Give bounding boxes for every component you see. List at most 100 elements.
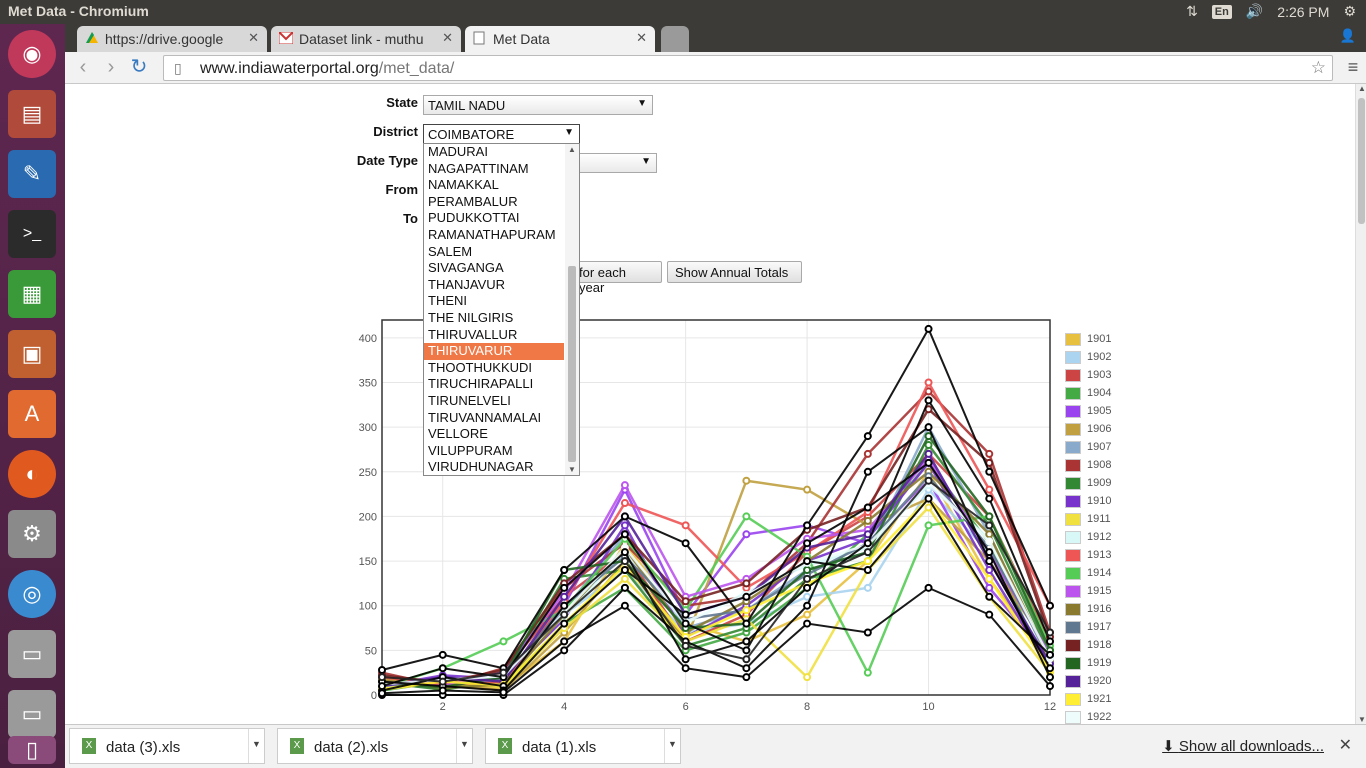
network-icon[interactable]: ⇅ xyxy=(1186,3,1198,19)
dropdown-option[interactable]: TIRUNELVELI xyxy=(428,392,511,408)
dropdown-scroll-thumb[interactable] xyxy=(568,266,576,462)
drive-icon[interactable]: ▭ xyxy=(8,630,56,678)
files-icon[interactable]: ▤ xyxy=(8,90,56,138)
trash-icon[interactable]: ▯ xyxy=(8,736,56,764)
volume-icon[interactable]: 🔊 xyxy=(1245,3,1264,19)
dropdown-option[interactable]: THE NILGIRIS xyxy=(428,309,514,325)
overlay-series-point xyxy=(560,619,569,628)
clock[interactable]: 2:26 PM xyxy=(1277,3,1330,20)
legend-item: 1918 xyxy=(1065,636,1111,654)
system-top-panel: Met Data - Chromium ⇅ En 🔊 2:26 PM ⚙ xyxy=(0,0,1366,24)
firefox-icon[interactable]: ◐ xyxy=(8,450,56,498)
drive-icon-2[interactable]: ▭ xyxy=(8,690,56,738)
page-scroll-thumb[interactable] xyxy=(1358,98,1365,224)
legend-label: 1918 xyxy=(1087,639,1112,651)
system-settings-icon[interactable]: ⚙ xyxy=(8,510,56,558)
software-center-icon[interactable]: A xyxy=(8,390,56,438)
chevron-down-icon[interactable]: ▼ xyxy=(456,729,472,763)
writer-icon[interactable]: ✎ xyxy=(8,150,56,198)
address-bar[interactable]: ▯ www.indiawaterportal.org/met_data/ ☆ xyxy=(163,55,1333,81)
close-icon[interactable]: ✕ xyxy=(248,30,259,45)
reload-icon[interactable]: ↻ xyxy=(130,56,148,78)
dropdown-option[interactable]: THIRUVARUR xyxy=(424,343,564,360)
forward-icon[interactable]: › xyxy=(107,56,115,78)
dropdown-option[interactable]: SIVAGANGA xyxy=(428,260,504,276)
overlay-series-point xyxy=(742,664,751,673)
chevron-down-icon[interactable]: ▼ xyxy=(664,729,680,763)
show-all-downloads-link[interactable]: ⬇ Show all downloads... xyxy=(1162,738,1324,755)
gear-icon[interactable]: ⚙ xyxy=(1343,3,1356,19)
back-icon[interactable]: ‹ xyxy=(79,56,87,78)
scroll-down-icon[interactable]: ▼ xyxy=(1358,715,1366,724)
dropdown-option[interactable]: VILUPPURAM xyxy=(428,442,513,458)
tab-label: Dataset link - muthu xyxy=(299,31,424,47)
show-annual-totals-button[interactable]: Show Annual Totals xyxy=(667,261,802,283)
dropdown-option[interactable]: NAGAPATTINAM xyxy=(428,160,529,176)
district-dropdown-list[interactable]: ▲ ▼ MADURAI NAGAPATTINAM NAMAKKAL PERAMBALU… xyxy=(423,143,580,476)
show-each-year-button[interactable]: for each year xyxy=(570,261,662,295)
dropdown-option[interactable]: NAMAKKAL xyxy=(428,177,499,193)
new-tab-button[interactable] xyxy=(661,26,689,52)
from-label: From xyxy=(385,182,419,197)
tab-gmail[interactable]: Dataset link - muthu ✕ xyxy=(271,26,461,52)
download-item[interactable]: X data (2).xls ▼ xyxy=(277,728,473,764)
dropdown-option[interactable]: MADURAI xyxy=(428,144,488,159)
overlay-series-point xyxy=(742,637,751,646)
tab-met-data[interactable]: Met Data ✕ xyxy=(465,26,655,52)
terminal-icon[interactable]: >_ xyxy=(8,210,56,258)
legend-item: 1914 xyxy=(1065,564,1111,582)
overlay-series-line xyxy=(381,586,1051,695)
ubuntu-dash-icon[interactable]: ◉ xyxy=(8,30,56,78)
dropdown-option[interactable]: PERAMBALUR xyxy=(428,193,518,209)
dropdown-option[interactable]: TIRUVANNAMALAI xyxy=(428,409,542,425)
user-icon[interactable]: 👤 xyxy=(1339,28,1356,43)
impress-icon[interactable]: ▣ xyxy=(8,330,56,378)
download-item[interactable]: X data (1).xls ▼ xyxy=(485,728,681,764)
dropdown-option[interactable]: PUDUKKOTTAI xyxy=(428,210,520,226)
chevron-down-icon[interactable]: ▼ xyxy=(248,729,264,763)
legend-item: 1902 xyxy=(1065,348,1111,366)
close-icon[interactable]: ✕ xyxy=(1338,737,1352,754)
star-icon[interactable]: ☆ xyxy=(1310,58,1326,77)
tab-drive[interactable]: https://drive.google ✕ xyxy=(77,26,267,52)
menu-icon[interactable]: ≡ xyxy=(1347,57,1359,77)
legend-swatch xyxy=(1065,710,1081,724)
legend-label: 1906 xyxy=(1087,423,1112,435)
chromium-icon[interactable]: ◎ xyxy=(8,570,56,618)
dropdown-option[interactable]: SALEM xyxy=(428,243,473,259)
overlay-series-point xyxy=(681,619,690,628)
dropdown-option[interactable]: TIRUCHIRAPALLI xyxy=(428,376,534,392)
overlay-series-point xyxy=(620,548,629,557)
download-item[interactable]: X data (3).xls ▼ xyxy=(69,728,265,764)
scroll-down-icon[interactable]: ▼ xyxy=(568,465,576,474)
downloads-bar: X data (3).xls ▼ X data (2).xls ▼ X data… xyxy=(65,724,1366,768)
series-point xyxy=(924,449,933,458)
close-icon[interactable]: ✕ xyxy=(442,30,453,45)
district-select[interactable]: COIMBATORE ▼ xyxy=(423,124,580,144)
dropdown-option[interactable]: RAMANATHAPURAM xyxy=(428,226,556,242)
dropdown-option[interactable]: THOOTHUKKUDI xyxy=(428,359,532,375)
series-point xyxy=(985,530,994,539)
calc-icon[interactable]: ▦ xyxy=(8,270,56,318)
dropdown-option[interactable]: VELLORE xyxy=(428,426,488,442)
dropdown-option[interactable]: THANJAVUR xyxy=(428,276,506,292)
state-select[interactable]: TAMIL NADU ▼ xyxy=(423,95,653,115)
legend-item: 1919 xyxy=(1065,654,1111,672)
date-type-select[interactable]: ▼ xyxy=(575,153,657,173)
dropdown-option[interactable]: THIRUVALLUR xyxy=(428,326,518,342)
scroll-up-icon[interactable]: ▲ xyxy=(1358,84,1366,93)
close-icon[interactable]: ✕ xyxy=(636,30,647,45)
overlay-series-point xyxy=(863,566,872,574)
dropdown-scrollbar[interactable]: ▲ ▼ xyxy=(565,144,579,475)
keyboard-layout-indicator[interactable]: En xyxy=(1211,4,1232,19)
y-tick-label: 400 xyxy=(359,333,377,345)
scroll-up-icon[interactable]: ▲ xyxy=(568,145,576,154)
overlay-series-point xyxy=(742,592,751,601)
overlay-series-point xyxy=(803,583,812,592)
page-scrollbar[interactable]: ▲ ▼ xyxy=(1355,84,1366,724)
dropdown-option[interactable]: THENI xyxy=(428,293,467,309)
dropdown-option[interactable]: VIRUDHUNAGAR xyxy=(428,459,534,475)
overlay-series-point xyxy=(499,668,508,677)
legend-label: 1902 xyxy=(1087,351,1112,363)
legend-swatch xyxy=(1065,566,1081,580)
